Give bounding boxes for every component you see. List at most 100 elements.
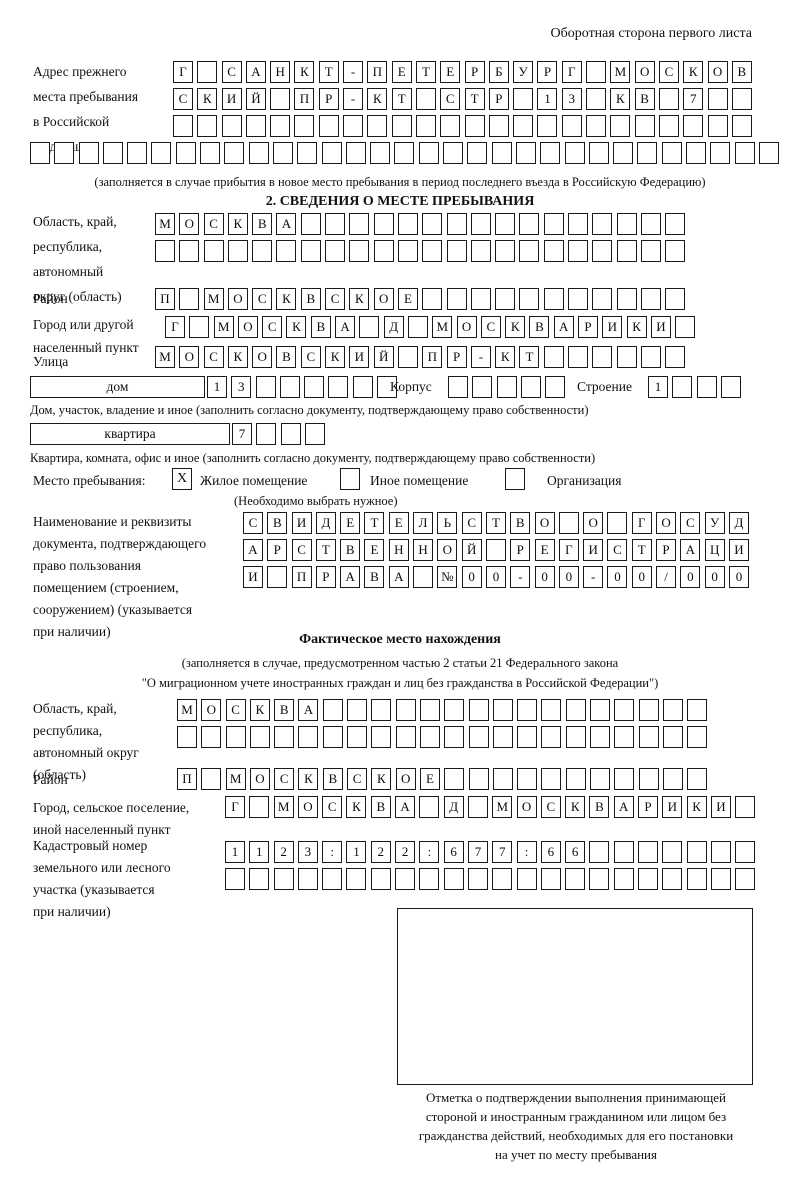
document-r2-cell-7[interactable]: Н [388,539,409,561]
actual-region-r1-cell-5[interactable]: В [274,699,295,721]
prev-address-r3-cell-10[interactable] [391,115,412,137]
document-r2-cell-14[interactable]: Г [558,539,579,561]
actual-region-r2-cell-7[interactable] [322,726,343,748]
district-cell-22[interactable] [665,288,686,310]
stroenie-cells[interactable]: 1 [648,376,741,398]
cadastral-r1-cell-8[interactable]: 2 [395,841,416,863]
stay-type-checkbox-other[interactable] [340,468,360,490]
prev-address-r1-cell-18[interactable] [586,61,607,83]
prev-address-r2-cell-15[interactable] [513,88,534,110]
house-cell-7[interactable] [352,376,373,398]
section2-region-row-2[interactable] [155,240,686,262]
region-r2-cell-13[interactable] [446,240,467,262]
actual-district-cell-7[interactable]: В [322,768,343,790]
region-r2-cell-21[interactable] [640,240,661,262]
street-cell-2[interactable]: О [179,346,200,368]
region-r2-cell-3[interactable] [203,240,224,262]
prev-address-r3-cell-12[interactable] [440,115,461,137]
prev-address-r1-cell-20[interactable]: О [634,61,655,83]
region-r2-cell-14[interactable] [470,240,491,262]
cadastral-r1-cell-7[interactable]: 2 [370,841,391,863]
prev-address-r3-cell-24[interactable] [731,115,752,137]
actual-district-cell-13[interactable] [468,768,489,790]
cadastral-r1-cell-4[interactable]: 3 [297,841,318,863]
prev-address-r1-cell-7[interactable]: Т [318,61,339,83]
document-r3-cell-14[interactable]: 0 [558,566,579,588]
cadastral-r2-cell-9[interactable] [419,868,440,890]
actual-region-r1-cell-11[interactable] [419,699,440,721]
prev-address-r2-cell-22[interactable]: 7 [683,88,704,110]
city-cell-18[interactable]: Р [578,316,599,338]
prev-address-r1-cell-14[interactable]: Б [488,61,509,83]
actual-city-cell-6[interactable]: К [346,796,367,818]
cadastral-r2-cell-17[interactable] [613,868,634,890]
prev-address-r1-cell-15[interactable]: У [513,61,534,83]
actual-region-r2-cell-2[interactable] [201,726,222,748]
document-r2-cell-13[interactable]: Е [534,539,555,561]
document-r1-cell-21[interactable]: Д [728,512,749,534]
district-cell-2[interactable] [179,288,200,310]
district-cell-11[interactable]: Е [397,288,418,310]
actual-region-r1-cell-21[interactable] [662,699,683,721]
prev-address-r2-cell-5[interactable] [270,88,291,110]
cadastral-r2-cell-11[interactable] [467,868,488,890]
house-cell-2[interactable]: 3 [231,376,252,398]
cadastral-r1-cell-10[interactable]: 6 [443,841,464,863]
document-r2-cell-3[interactable]: С [291,539,312,561]
actual-region-r2-cell-19[interactable] [614,726,635,748]
region-r1-cell-4[interactable]: К [227,213,248,235]
prev-address-r2-cell-10[interactable]: Т [391,88,412,110]
actual-region-r2-cell-22[interactable] [687,726,708,748]
actual-district-cell-10[interactable]: О [395,768,416,790]
prev-address-r4-cell-4[interactable] [102,142,123,164]
document-r1-cell-19[interactable]: С [680,512,701,534]
document-r2-cell-9[interactable]: О [437,539,458,561]
city-cell-12[interactable]: М [432,316,453,338]
city-cell-2[interactable] [189,316,210,338]
actual-region-r2-cell-1[interactable] [177,726,197,748]
prev-address-r1-cell-11[interactable]: Т [415,61,436,83]
actual-region-r2-cell-21[interactable] [662,726,683,748]
document-r2-cell-10[interactable]: Й [461,539,482,561]
prev-address-r4-cell-19[interactable] [467,142,488,164]
district-cell-10[interactable]: О [373,288,394,310]
actual-region-r2-cell-9[interactable] [371,726,392,748]
prev-address-r4-cell-13[interactable] [321,142,342,164]
flat-cell-4[interactable] [304,423,325,445]
actual-city-cell-3[interactable]: М [273,796,294,818]
document-row-3[interactable]: И П Р А В А № 0 0-0 0-0 0/0 0 0 [243,566,749,588]
actual-region-r1-cell-10[interactable] [395,699,416,721]
actual-region-r1-cell-3[interactable]: С [225,699,246,721]
district-cell-7[interactable]: В [300,288,321,310]
region-r2-cell-1[interactable] [155,240,175,262]
street-cell-20[interactable] [616,346,637,368]
prev-address-r2-cell-1[interactable]: С [173,88,193,110]
cadastral-r1-cell-12[interactable]: 7 [492,841,513,863]
document-r2-cell-21[interactable]: И [728,539,749,561]
city-cell-8[interactable]: А [335,316,356,338]
actual-district-cell-1[interactable]: П [177,768,197,790]
actual-region-r2-cell-13[interactable] [468,726,489,748]
document-r1-cell-20[interactable]: У [704,512,725,534]
cadastral-r1-cell-1[interactable]: 1 [225,841,245,863]
prev-address-r4-cell-10[interactable] [248,142,269,164]
street-cell-1[interactable]: М [155,346,175,368]
document-r3-cell-6[interactable]: В [364,566,385,588]
prev-address-r4-cell-16[interactable] [394,142,415,164]
actual-region-r1-cell-4[interactable]: К [249,699,270,721]
actual-city-cell-14[interactable]: С [540,796,561,818]
previous-address-row-3[interactable] [173,115,752,137]
actual-region-r2-cell-11[interactable] [419,726,440,748]
cadastral-r1-cell-6[interactable]: 1 [346,841,367,863]
document-r3-cell-9[interactable]: № [437,566,458,588]
prev-address-r3-cell-21[interactable] [658,115,679,137]
document-r2-cell-16[interactable]: С [607,539,628,561]
document-r1-cell-13[interactable]: О [534,512,555,534]
prev-address-r4-cell-28[interactable] [686,142,707,164]
cadastral-r1-cell-18[interactable] [638,841,659,863]
actual-city-cell-18[interactable]: Р [638,796,659,818]
actual-region-r2-cell-17[interactable] [565,726,586,748]
cadastral-r2-cell-14[interactable] [540,868,561,890]
